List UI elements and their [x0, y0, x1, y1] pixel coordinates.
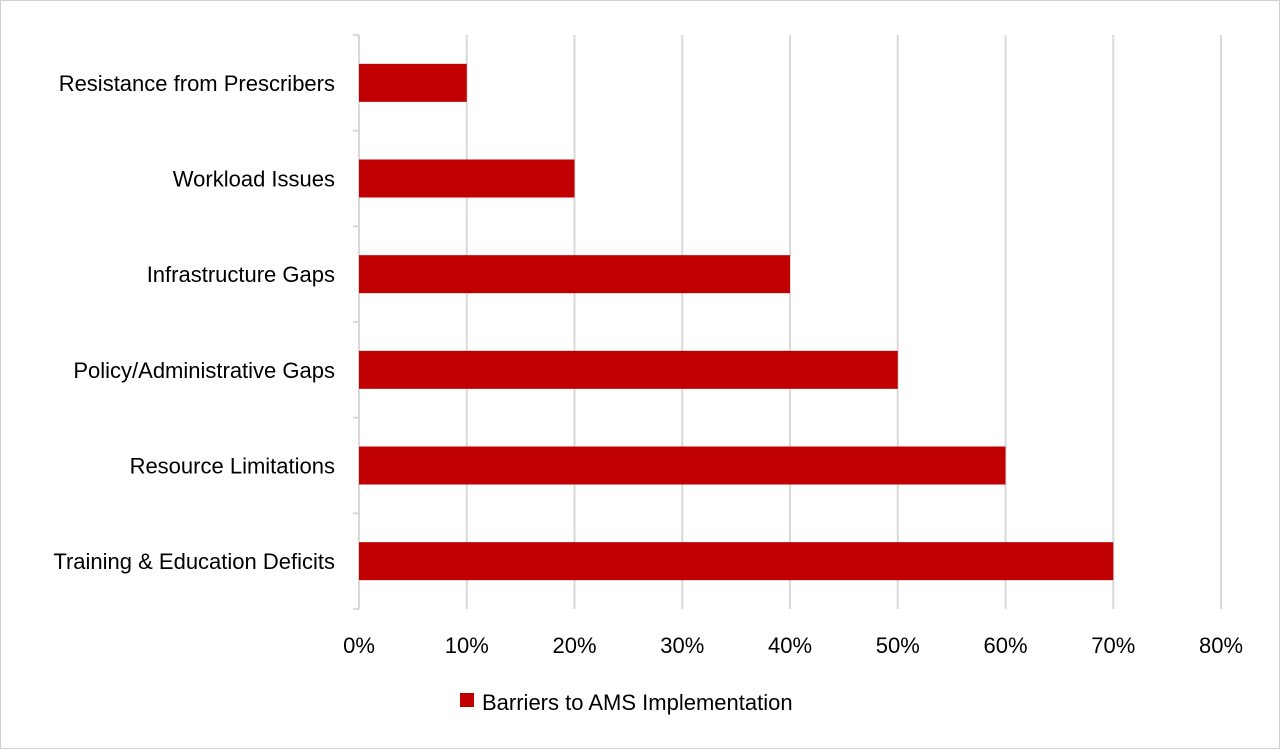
category-label: Infrastructure Gaps: [147, 262, 335, 287]
x-tick-label: 20%: [552, 633, 596, 658]
category-label: Training & Education Deficits: [53, 549, 335, 574]
x-tick-label: 40%: [768, 633, 812, 658]
gridlines: [465, 35, 1222, 609]
x-tick-label: 0%: [343, 633, 375, 658]
category-axis: [353, 34, 360, 610]
bar: [359, 63, 467, 102]
x-tick-label: 70%: [1091, 633, 1135, 658]
legend-label: Barriers to AMS Implementation: [482, 690, 793, 715]
x-tick-label: 30%: [660, 633, 704, 658]
category-label: Policy/Administrative Gaps: [73, 358, 335, 383]
x-tick-labels: 0% 10% 20% 30% 40% 50% 60% 70% 80%: [343, 633, 1243, 658]
bar: [359, 446, 1006, 485]
category-label: Resistance from Prescribers: [59, 71, 335, 96]
bar: [359, 350, 898, 389]
legend: Barriers to AMS Implementation: [460, 690, 793, 715]
bar: [359, 159, 575, 198]
x-tick-label: 80%: [1199, 633, 1243, 658]
category-labels: Training & Education Deficits Resource Li…: [53, 71, 335, 574]
bar: [359, 542, 1114, 581]
category-label: Resource Limitations: [130, 454, 335, 479]
legend-swatch: [460, 693, 474, 707]
category-label: Workload Issues: [173, 167, 335, 192]
x-tick-label: 50%: [876, 633, 920, 658]
bars: [359, 63, 1114, 581]
x-tick-label: 60%: [983, 633, 1027, 658]
x-tick-label: 10%: [445, 633, 489, 658]
bar: [359, 255, 790, 294]
